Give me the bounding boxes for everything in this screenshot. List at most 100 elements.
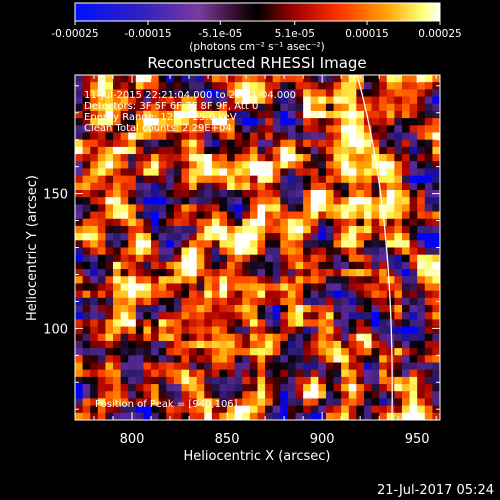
heatmap-cell	[196, 261, 205, 270]
heatmap-cell	[249, 261, 259, 270]
heatmap-cell	[173, 175, 183, 184]
heatmap-cell	[394, 276, 403, 285]
heatmap-cell	[166, 161, 175, 170]
heatmap-cell	[105, 391, 114, 400]
heatmap-cell	[333, 125, 342, 134]
heatmap-cell	[143, 89, 152, 98]
heatmap-cell	[158, 204, 167, 213]
heatmap-cell	[401, 326, 411, 335]
heatmap-cell	[394, 254, 403, 263]
heatmap-cell	[90, 247, 99, 256]
heatmap-cell	[341, 405, 350, 414]
heatmap-cell	[75, 247, 84, 256]
heatmap-cell	[363, 168, 373, 177]
heatmap-cell	[409, 103, 418, 112]
heatmap-cell	[401, 118, 411, 126]
heatmap-cell	[386, 348, 395, 356]
heatmap-cell	[363, 197, 373, 205]
heatmap-cell	[120, 254, 129, 263]
heatmap-cell	[287, 96, 297, 105]
heatmap-cell	[409, 161, 418, 170]
heatmap-cell	[173, 240, 183, 249]
heatmap-cell	[249, 175, 259, 184]
heatmap-cell	[356, 240, 365, 249]
heatmap-cell	[417, 362, 426, 371]
heatmap-cell	[394, 125, 403, 134]
heatmap-cell	[82, 75, 91, 83]
heatmap-cell	[105, 305, 114, 313]
heatmap-cell	[211, 297, 221, 306]
heatmap-cell	[310, 312, 319, 320]
heatmap-cell	[211, 110, 221, 119]
heatmap-cell	[219, 190, 228, 198]
heatmap-cell	[287, 182, 297, 191]
heatmap-cell	[173, 182, 183, 191]
heatmap-cell	[196, 276, 205, 285]
heatmap-cell	[394, 405, 403, 414]
heatmap-cell	[265, 247, 274, 256]
heatmap-cell	[356, 211, 365, 220]
heatmap-cell	[82, 261, 91, 270]
heatmap-cell	[341, 182, 350, 191]
heatmap-cell	[196, 168, 205, 177]
heatmap-cell	[394, 369, 403, 378]
heatmap-cell	[363, 391, 373, 400]
heatmap-cell	[128, 319, 137, 328]
heatmap-cell	[113, 398, 122, 407]
heatmap-cell	[242, 89, 251, 98]
heatmap-cell	[341, 125, 350, 134]
heatmap-cell	[401, 110, 411, 119]
heatmap-cell	[120, 283, 129, 292]
heatmap-cell	[249, 312, 259, 320]
heatmap-cell	[75, 283, 84, 292]
heatmap-cell	[143, 132, 152, 141]
heatmap-cell	[401, 190, 411, 198]
heatmap-cell	[75, 82, 84, 90]
heatmap-cell	[249, 405, 259, 414]
heatmap-cell	[257, 319, 266, 328]
heatmap-cell	[151, 225, 160, 234]
heatmap-cell	[135, 261, 145, 270]
heatmap-cell	[143, 348, 152, 356]
heatmap-cell	[173, 297, 183, 306]
heatmap-cell	[265, 290, 274, 299]
heatmap-cell	[249, 139, 259, 148]
heatmap-cell	[82, 348, 91, 356]
heatmap-cell	[151, 175, 160, 184]
heatmap-cell	[128, 154, 137, 162]
heatmap-cell	[401, 391, 411, 400]
heatmap-cell	[189, 96, 198, 105]
heatmap-cell	[242, 204, 251, 213]
heatmap-cell	[432, 305, 440, 313]
heatmap-cell	[265, 218, 274, 227]
heatmap-cell	[234, 96, 243, 105]
heatmap-cell	[151, 118, 160, 126]
heatmap-cell	[409, 175, 418, 184]
heatmap-cell	[105, 269, 114, 277]
heatmap-cell	[310, 412, 319, 420]
heatmap-cell	[363, 139, 373, 148]
heatmap-cell	[424, 326, 433, 335]
heatmap-cell	[211, 412, 221, 420]
heatmap-cell	[234, 276, 243, 285]
heatmap-cell	[234, 290, 243, 299]
heatmap-cell	[128, 391, 137, 400]
heatmap-cell	[97, 211, 107, 220]
heatmap-cell	[181, 182, 190, 191]
heatmap-cell	[325, 247, 335, 256]
heatmap-cell	[135, 154, 145, 162]
heatmap-cell	[401, 362, 411, 371]
heatmap-cell	[135, 110, 145, 119]
heatmap-cell	[257, 326, 266, 335]
heatmap-cell	[363, 96, 373, 105]
heatmap-cell	[265, 305, 274, 313]
heatmap-cell	[318, 190, 327, 198]
heatmap-cell	[242, 161, 251, 170]
heatmap-cell	[417, 405, 426, 414]
heatmap-cell	[82, 355, 91, 364]
heatmap-cell	[272, 333, 281, 342]
heatmap-cell	[128, 168, 137, 177]
heatmap-cell	[227, 218, 236, 227]
heatmap-cell	[90, 125, 99, 134]
